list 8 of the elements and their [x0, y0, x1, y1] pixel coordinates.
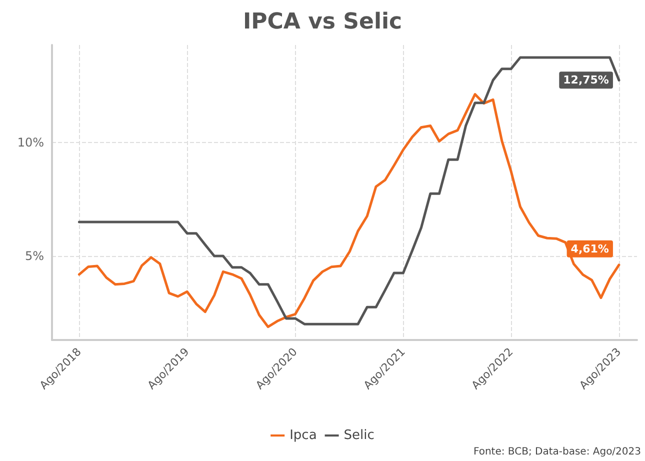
y-tick-label: 10%: [17, 136, 44, 150]
chart-title: IPCA vs Selic: [242, 10, 402, 34]
legend-label: Selic: [344, 428, 374, 443]
legend-label: Ipca: [290, 428, 317, 443]
source-note: Fonte: BCB; Data-base: Ago/2023: [473, 446, 642, 458]
y-tick-label: 5%: [24, 249, 44, 264]
annotation: 12,75%: [563, 74, 609, 87]
annotation: 4,61%: [570, 242, 609, 256]
